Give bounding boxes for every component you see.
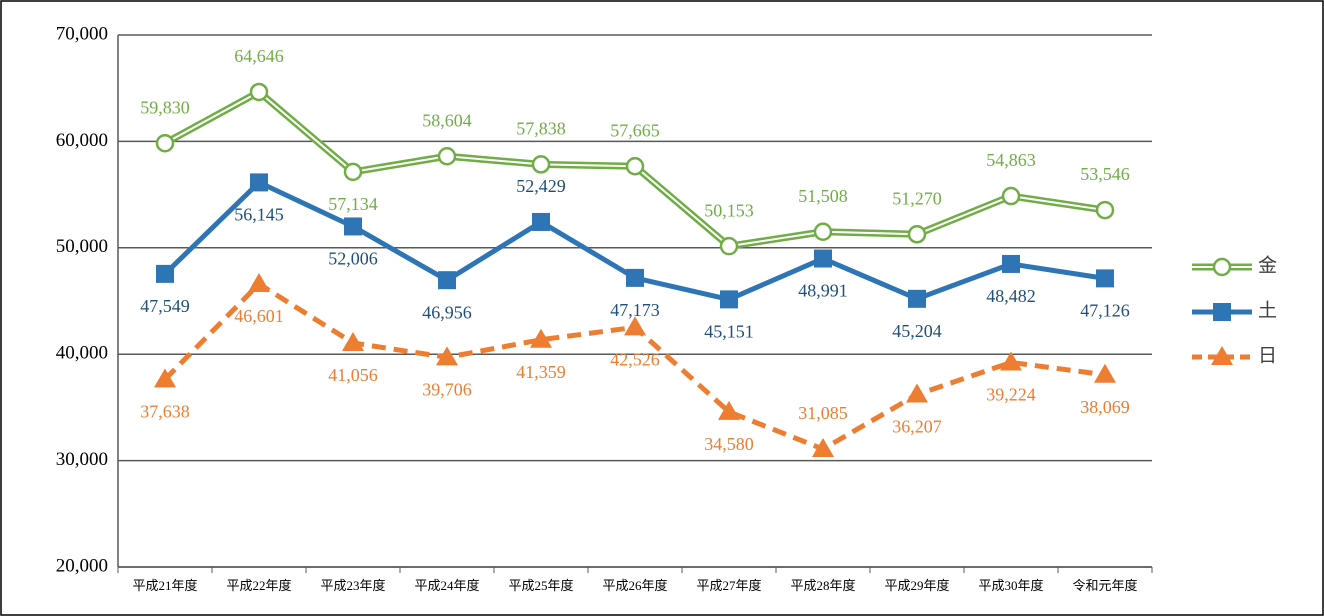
data-label: 52,429 <box>516 176 566 196</box>
x-tick-label: 平成24年度 <box>414 578 479 593</box>
data-label: 57,838 <box>516 119 566 139</box>
x-tick-label: 平成26年度 <box>602 578 667 593</box>
data-label: 42,526 <box>610 349 660 369</box>
data-label: 58,604 <box>422 110 472 130</box>
data-point <box>720 290 738 309</box>
data-point <box>907 225 927 244</box>
data-label: 54,863 <box>986 150 1036 170</box>
y-tick-label: 30,000 <box>56 449 108 470</box>
data-point <box>342 331 364 351</box>
legend-marker <box>1213 303 1231 321</box>
legend-marker <box>1212 257 1232 277</box>
x-tick-label: 平成30年度 <box>978 578 1043 593</box>
x-tick-label: 平成27年度 <box>696 578 761 593</box>
data-point <box>1096 269 1114 288</box>
data-label: 31,085 <box>798 403 848 423</box>
data-point <box>814 249 832 268</box>
data-label: 47,549 <box>140 296 190 316</box>
data-point <box>908 289 926 308</box>
data-label: 64,646 <box>234 46 284 66</box>
data-point <box>1000 351 1022 371</box>
data-label: 34,580 <box>704 434 754 454</box>
data-label: 45,204 <box>892 321 942 341</box>
data-label: 39,706 <box>422 379 472 399</box>
data-point <box>530 328 552 348</box>
y-tick-label: 40,000 <box>56 343 108 364</box>
data-point <box>531 155 551 174</box>
data-label: 57,665 <box>610 120 660 140</box>
data-point <box>1002 254 1020 273</box>
x-tick-label: 平成25年度 <box>508 578 573 593</box>
data-point <box>248 272 270 292</box>
data-point <box>156 264 174 283</box>
legend-label: 金 <box>1258 254 1277 276</box>
data-point <box>1095 200 1115 220</box>
legend-marker <box>1211 346 1233 365</box>
data-label: 46,956 <box>422 302 472 322</box>
data-point <box>626 268 644 287</box>
data-point <box>625 156 645 176</box>
data-point <box>154 368 176 388</box>
data-point <box>813 222 833 242</box>
x-tick-label: 平成22年度 <box>226 578 291 593</box>
data-point <box>1094 363 1116 383</box>
x-tick-label: 平成29年度 <box>884 578 949 593</box>
data-label: 45,151 <box>704 322 754 342</box>
data-label: 36,207 <box>892 417 942 437</box>
data-point <box>155 133 175 153</box>
data-label: 39,224 <box>986 385 1036 405</box>
data-point <box>343 162 363 182</box>
data-point <box>437 147 457 166</box>
data-point <box>624 316 646 336</box>
data-label: 51,270 <box>892 188 942 208</box>
data-label: 47,173 <box>610 300 660 320</box>
data-label: 51,508 <box>798 186 848 206</box>
data-point <box>1001 186 1021 206</box>
data-point <box>719 236 739 256</box>
data-label: 41,359 <box>516 362 566 382</box>
data-label: 52,006 <box>328 249 378 269</box>
y-tick-label: 20,000 <box>56 555 108 576</box>
data-label: 48,991 <box>798 281 848 301</box>
x-tick-label: 平成28年度 <box>790 578 855 593</box>
y-tick-label: 50,000 <box>56 236 108 257</box>
x-tick-label: 令和元年度 <box>1072 578 1137 593</box>
data-label: 56,145 <box>234 205 284 225</box>
data-point <box>436 346 458 366</box>
data-point <box>438 271 456 290</box>
data-label: 38,069 <box>1080 397 1130 417</box>
data-point <box>906 383 928 403</box>
data-label: 46,601 <box>234 306 284 326</box>
y-tick-label: 70,000 <box>56 23 108 44</box>
legend-label: 日 <box>1258 345 1277 366</box>
data-label: 59,830 <box>140 97 190 117</box>
data-point <box>249 82 269 102</box>
data-label: 48,482 <box>986 286 1036 306</box>
data-point <box>532 212 550 231</box>
data-label: 41,056 <box>328 365 378 385</box>
x-tick-label: 平成21年度 <box>132 578 197 593</box>
data-label: 57,134 <box>328 194 378 214</box>
data-point <box>812 438 834 458</box>
data-label: 47,126 <box>1080 301 1130 321</box>
legend-label: 土 <box>1258 299 1277 321</box>
data-label: 53,546 <box>1080 164 1130 184</box>
data-label: 50,153 <box>704 200 754 220</box>
y-tick-label: 60,000 <box>56 130 108 151</box>
data-point <box>250 173 268 192</box>
data-point <box>718 400 740 420</box>
data-point <box>344 217 362 236</box>
x-tick-label: 平成23年度 <box>320 578 385 593</box>
data-label: 37,638 <box>140 401 190 421</box>
